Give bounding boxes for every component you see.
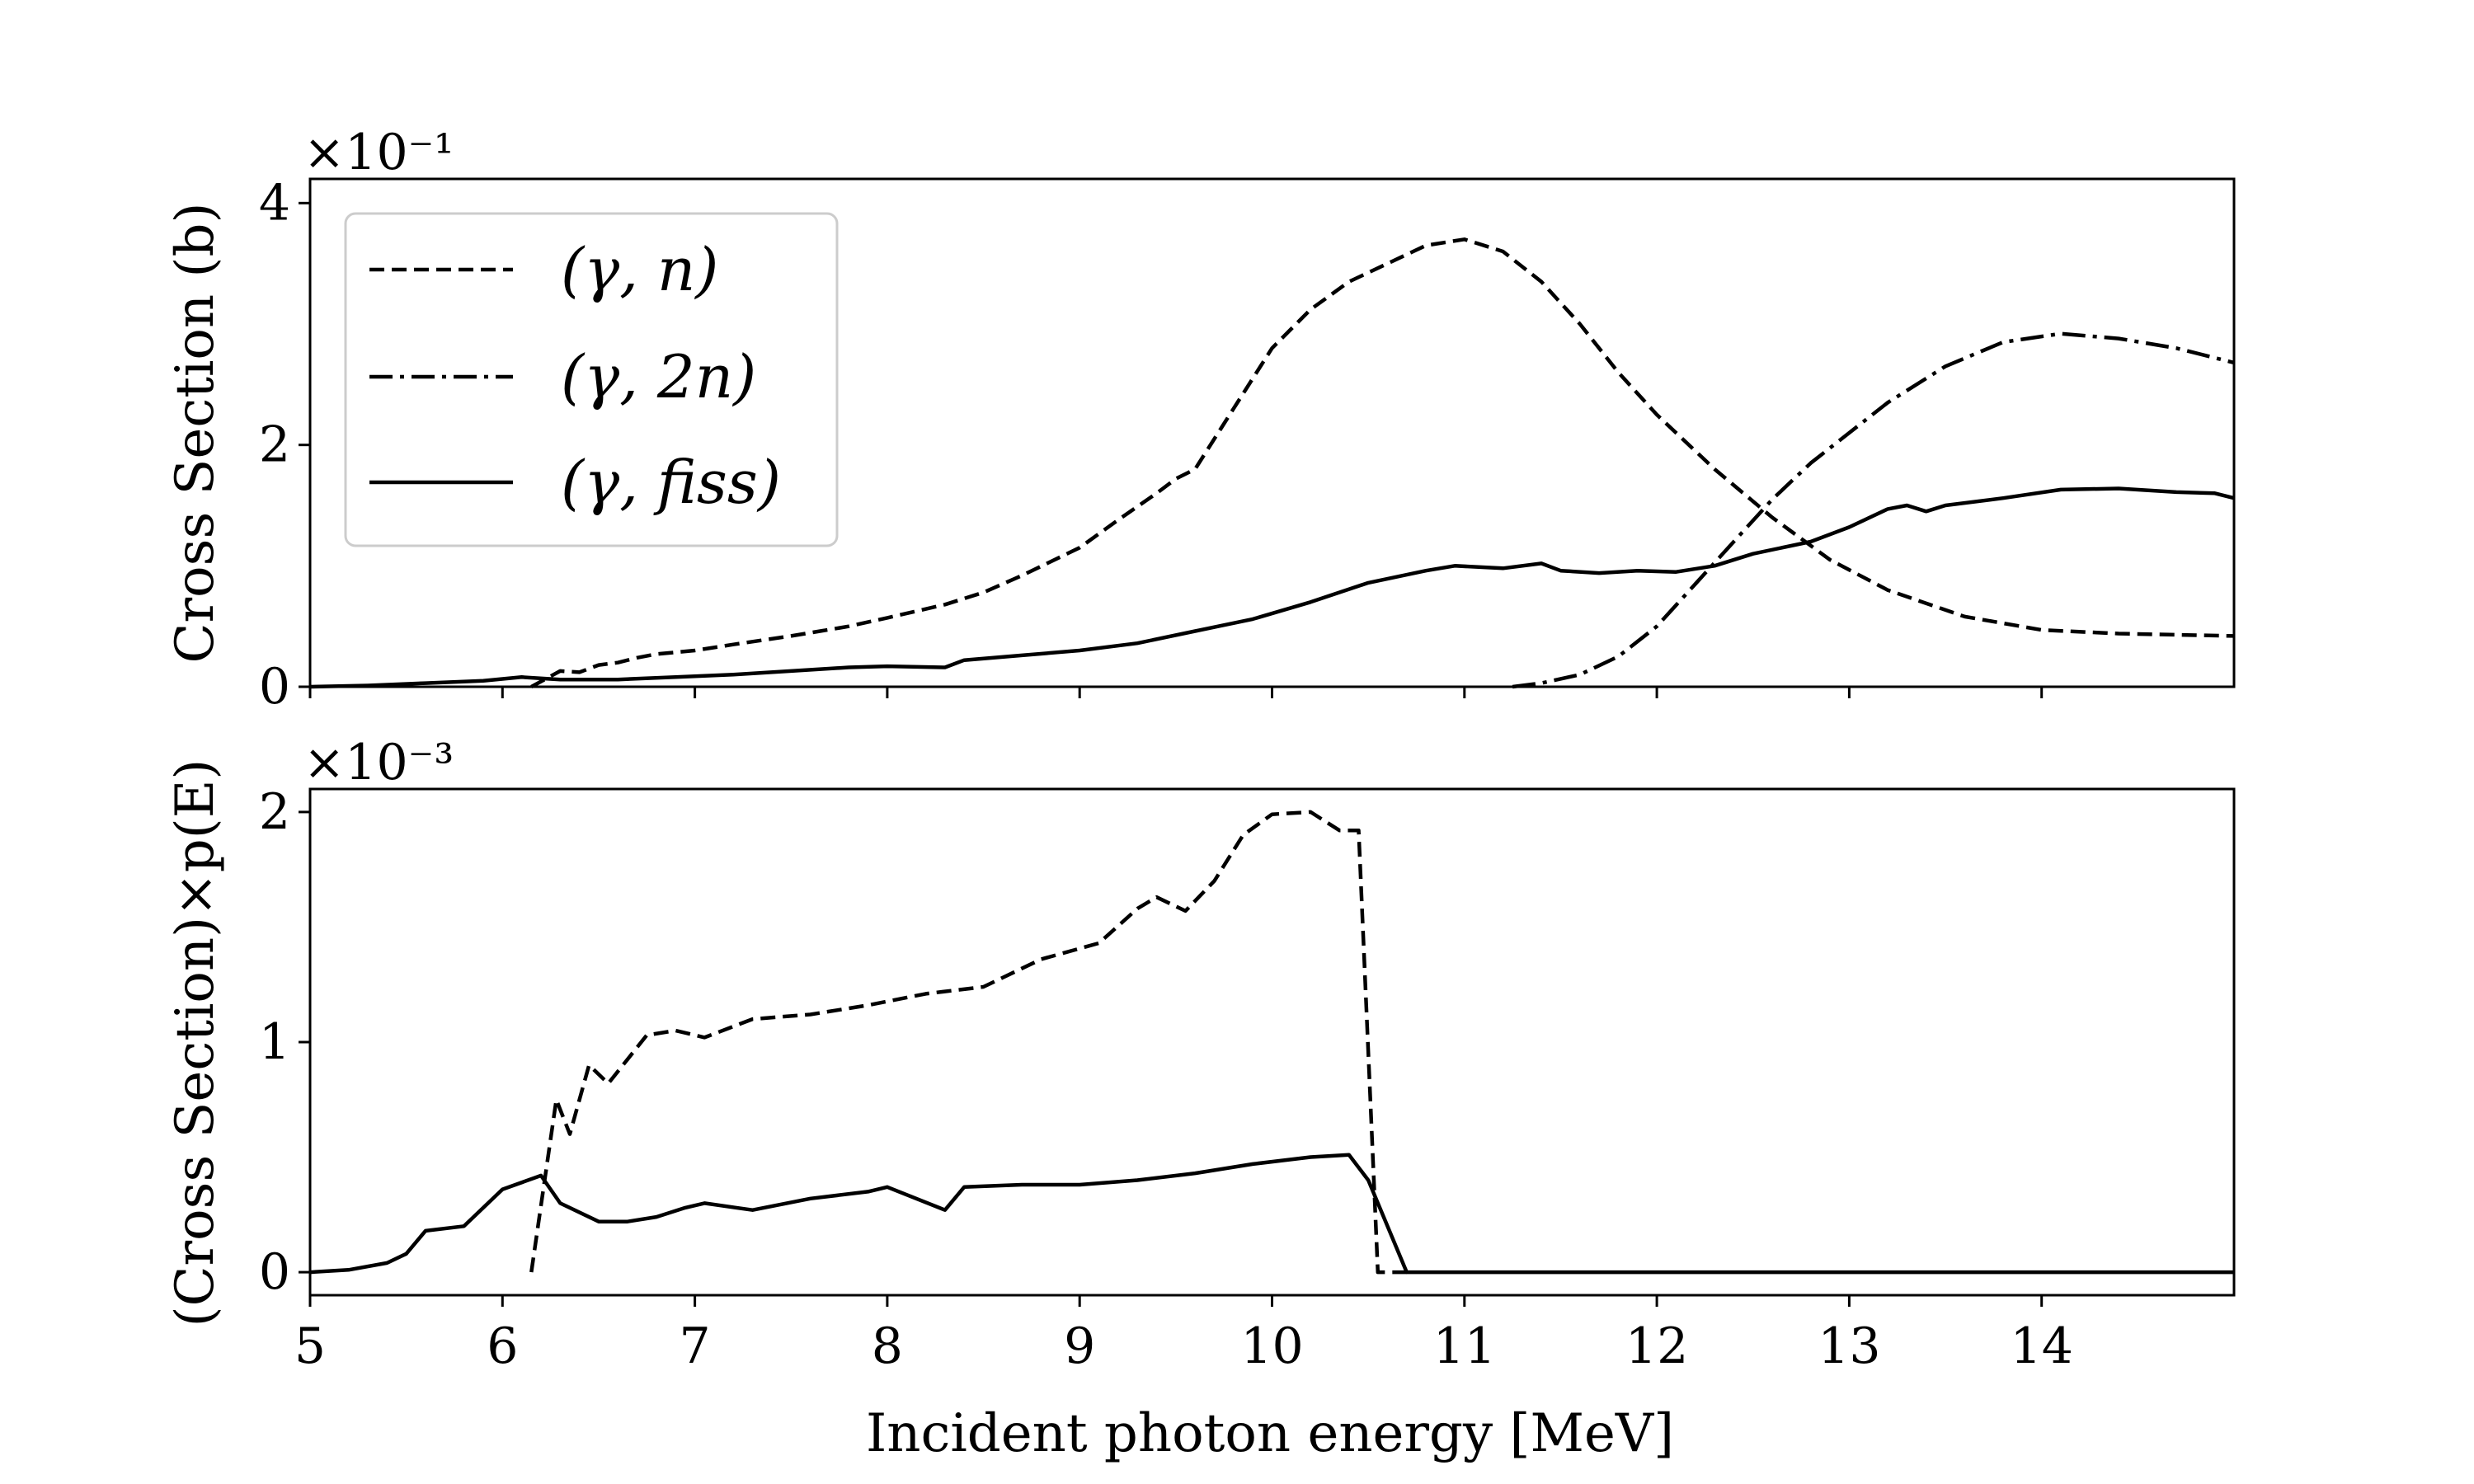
bottom-panel: 012 5 6 7 8 9 10 11 12 13 14 (Cross Section)×p(E)…	[165, 734, 2236, 1464]
x-tick-label-1: 6	[487, 1317, 518, 1375]
x-tick-label-3: 8	[872, 1317, 903, 1375]
legend: (γ, n) (γ, 2n) (γ, fiss)	[344, 212, 839, 547]
x-tick-label-0: 5	[294, 1317, 326, 1375]
bottom-x-ticks: 5 6 7 8 9 10 11 12 13 14	[294, 1295, 2073, 1375]
series-line-1-1	[309, 1153, 2234, 1275]
bottom-y-ticks: 0 1 2	[259, 783, 310, 1301]
x-tick-label-9: 14	[2011, 1317, 2073, 1375]
series-line-1-0	[529, 810, 1407, 1275]
y-tick-label-1-0: 0	[259, 1243, 290, 1301]
y-tick-label-0-0: 0	[259, 658, 290, 716]
y-tick-label-1-1: 1	[259, 1013, 290, 1071]
top-panel: 0 2 4 Cross Section (b) ×10⁻¹ (γ, n) (γ, 2…	[165, 124, 2236, 716]
top-series-group	[309, 237, 2235, 689]
bottom-y-multiplier: ×10⁻³	[303, 734, 454, 791]
x-tick-label-6: 11	[1433, 1317, 1496, 1375]
top-y-ticks: 0 2 4	[259, 174, 310, 716]
top-y-multiplier: ×10⁻¹	[303, 124, 454, 181]
y-tick-label-1-2: 2	[259, 783, 290, 841]
y-tick-label-0-2: 4	[259, 174, 290, 232]
x-tick-label-4: 9	[1064, 1317, 1095, 1375]
series-line-0-2	[309, 486, 2235, 689]
bottom-series-group	[309, 810, 2234, 1275]
legend-label-gamma-fiss: (γ, fiss)	[561, 448, 781, 517]
y-tick-label-0-1: 2	[259, 416, 290, 474]
legend-box	[344, 212, 839, 547]
x-tick-label-5: 10	[1240, 1317, 1303, 1375]
top-x-ticks	[308, 687, 2044, 698]
x-tick-label-8: 13	[1818, 1317, 1880, 1375]
x-tick-label-7: 12	[1625, 1317, 1688, 1375]
top-y-axis-label: Cross Section (b)	[165, 203, 226, 664]
x-axis-label: Incident photon energy [MeV]	[866, 1403, 1674, 1464]
x-tick-label-2: 7	[680, 1317, 711, 1375]
legend-label-gamma-2n: (γ, 2n)	[561, 342, 756, 411]
series-line-0-1	[1512, 331, 2235, 689]
bottom-y-axis-label: (Cross Section)×p(E)	[165, 759, 226, 1327]
bottom-plot-frame	[308, 787, 2236, 1297]
legend-label-gamma-n: (γ, n)	[561, 235, 718, 304]
series-line-0-0	[530, 237, 2235, 688]
